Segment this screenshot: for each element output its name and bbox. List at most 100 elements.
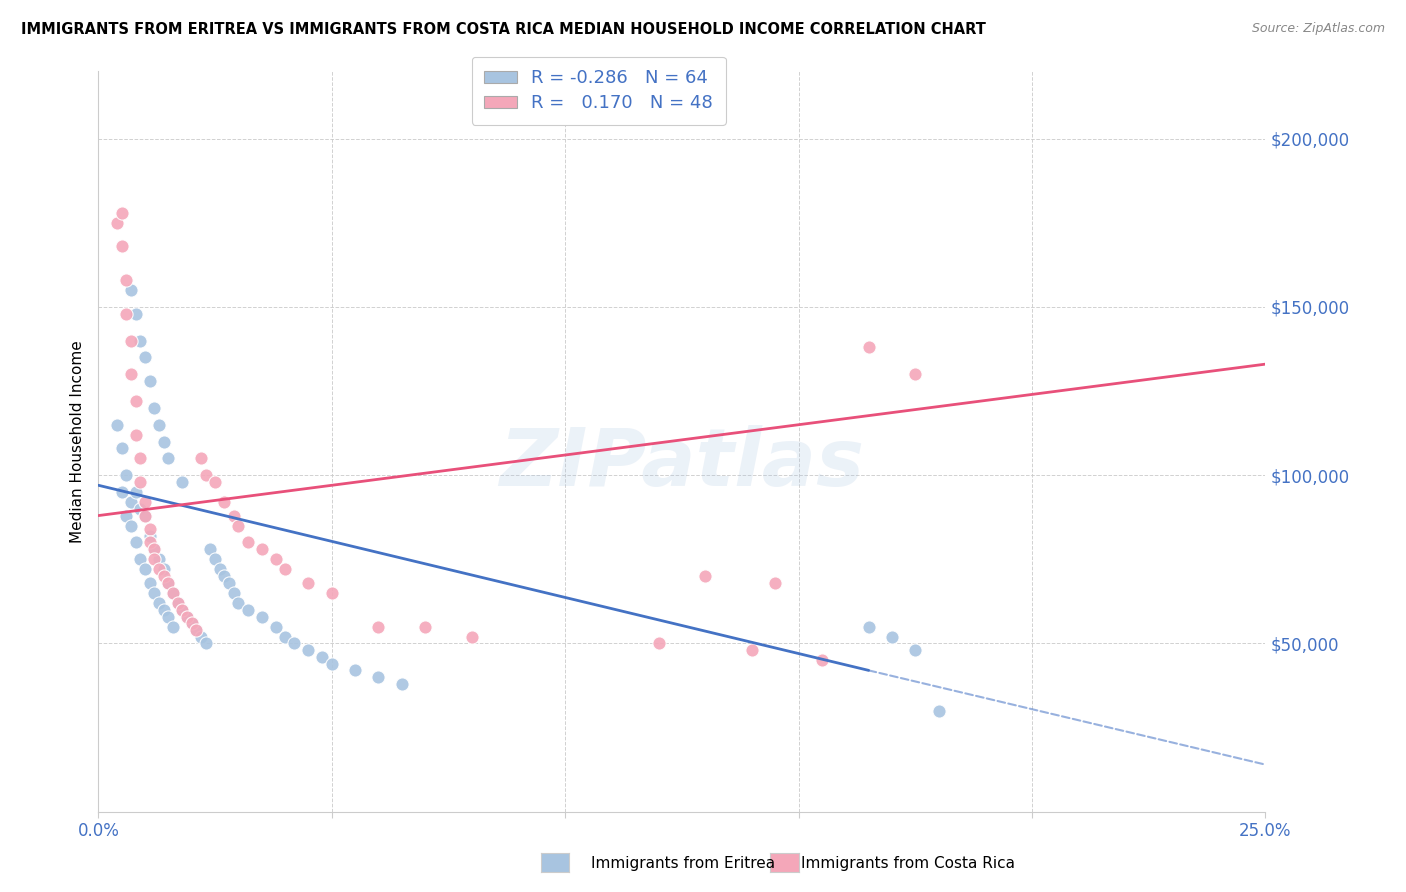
Point [134,495,156,509]
Point [152,603,174,617]
Point [250,609,273,624]
Point [190,630,212,644]
Point [214,495,236,509]
Point [143,542,166,557]
Point [125,394,148,409]
Point [157,451,180,466]
Point [111,442,134,456]
Point [695,569,717,583]
Point [172,603,194,617]
Point [250,542,273,557]
Point [222,508,245,523]
Point [180,616,202,631]
Point [741,643,763,657]
Point [129,475,152,489]
Point [190,451,212,466]
Point [143,552,166,566]
Point [858,340,880,354]
Point [115,273,138,287]
Point [904,643,927,657]
Point [647,636,669,650]
Point [148,417,170,432]
Text: Source: ZipAtlas.com: Source: ZipAtlas.com [1251,22,1385,36]
Point [143,401,166,415]
Point [228,518,250,533]
Point [194,468,217,483]
Point [139,535,162,549]
Point [129,501,152,516]
Point [143,542,166,557]
Point [134,562,156,576]
Point [321,657,343,671]
Point [120,518,142,533]
Point [297,643,319,657]
Point [129,334,152,348]
Point [129,451,152,466]
Point [391,677,413,691]
Point [120,283,142,297]
Point [115,307,138,321]
Point [125,485,148,500]
Point [129,552,152,566]
Point [172,475,194,489]
Point [763,575,786,590]
Point [120,368,142,382]
Point [125,427,148,442]
Point [283,636,305,650]
Point [204,552,226,566]
Point [367,619,389,633]
Text: IMMIGRANTS FROM ERITREA VS IMMIGRANTS FROM COSTA RICA MEDIAN HOUSEHOLD INCOME CO: IMMIGRANTS FROM ERITREA VS IMMIGRANTS FR… [21,22,986,37]
Point [208,562,231,576]
Point [134,351,156,365]
Point [148,596,170,610]
Point [297,575,319,590]
Point [194,636,217,650]
Point [111,205,134,219]
Point [904,368,927,382]
Point [157,575,180,590]
Point [186,623,208,637]
Point [228,596,250,610]
Point [180,616,202,631]
Point [311,649,333,664]
Point [880,630,903,644]
Point [200,542,222,557]
Text: ZIPatlas: ZIPatlas [499,425,865,503]
Point [157,609,180,624]
Text: Immigrants from Costa Rica: Immigrants from Costa Rica [801,856,1015,871]
Point [139,374,162,388]
Point [218,575,240,590]
Point [264,552,287,566]
Point [176,609,198,624]
Point [928,704,950,718]
Point [811,653,834,667]
Point [120,334,142,348]
Point [162,619,184,633]
Point [157,575,180,590]
Point [461,630,484,644]
Point [162,586,184,600]
Point [105,417,128,432]
Point [120,495,142,509]
Point [172,603,194,617]
Point [148,562,170,576]
Y-axis label: Median Household Income: Median Household Income [69,340,84,543]
Point [162,586,184,600]
Point [111,485,134,500]
Point [236,603,259,617]
Point [214,569,236,583]
Point [125,307,148,321]
Point [367,670,389,684]
Point [152,569,174,583]
Point [115,508,138,523]
Point [222,586,245,600]
Point [204,475,226,489]
Point [344,664,367,678]
Point [139,575,162,590]
Legend: R = -0.286   N = 64, R =   0.170   N = 48: R = -0.286 N = 64, R = 0.170 N = 48 [472,56,725,125]
Point [139,529,162,543]
Point [152,562,174,576]
Point [148,552,170,566]
Point [858,619,880,633]
Point [139,522,162,536]
